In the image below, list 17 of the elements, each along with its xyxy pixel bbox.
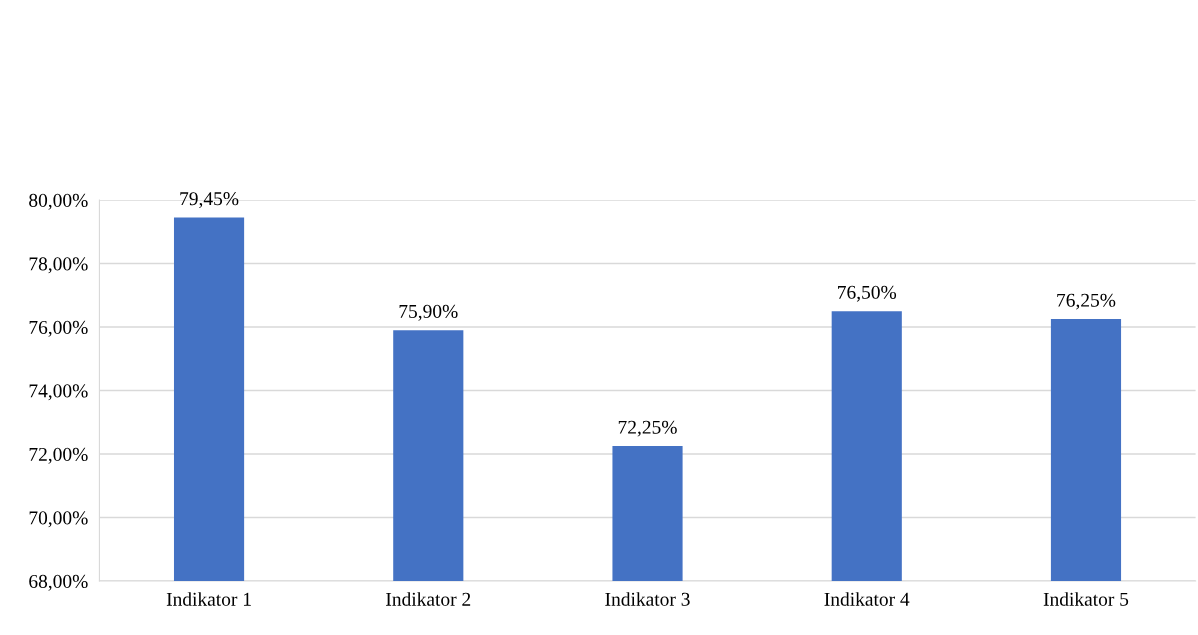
y-tick-label: 74,00% xyxy=(29,384,88,401)
x-tick-label: Indikator 1 xyxy=(166,592,251,606)
data-label: 76,50% xyxy=(838,285,897,302)
y-tick-label: 68,00% xyxy=(29,574,88,591)
y-tick-label: 76,00% xyxy=(29,320,88,337)
x-tick-label: Indikator 2 xyxy=(386,592,471,606)
data-label: 79,45% xyxy=(180,192,239,208)
data-label: 76,25% xyxy=(1057,293,1116,310)
data-label: 72,25% xyxy=(618,420,677,437)
y-tick-label: 72,00% xyxy=(29,447,88,464)
x-tick-label: Indikator 4 xyxy=(824,592,910,606)
data-label: 75,90% xyxy=(399,304,458,321)
x-tick-label: Indikator 3 xyxy=(605,592,690,606)
y-tick-label: 80,00% xyxy=(29,193,88,210)
y-tick-label: 70,00% xyxy=(29,511,88,528)
y-tick-label: 78,00% xyxy=(29,257,88,274)
x-tick-label: Indikator 5 xyxy=(1043,592,1129,606)
